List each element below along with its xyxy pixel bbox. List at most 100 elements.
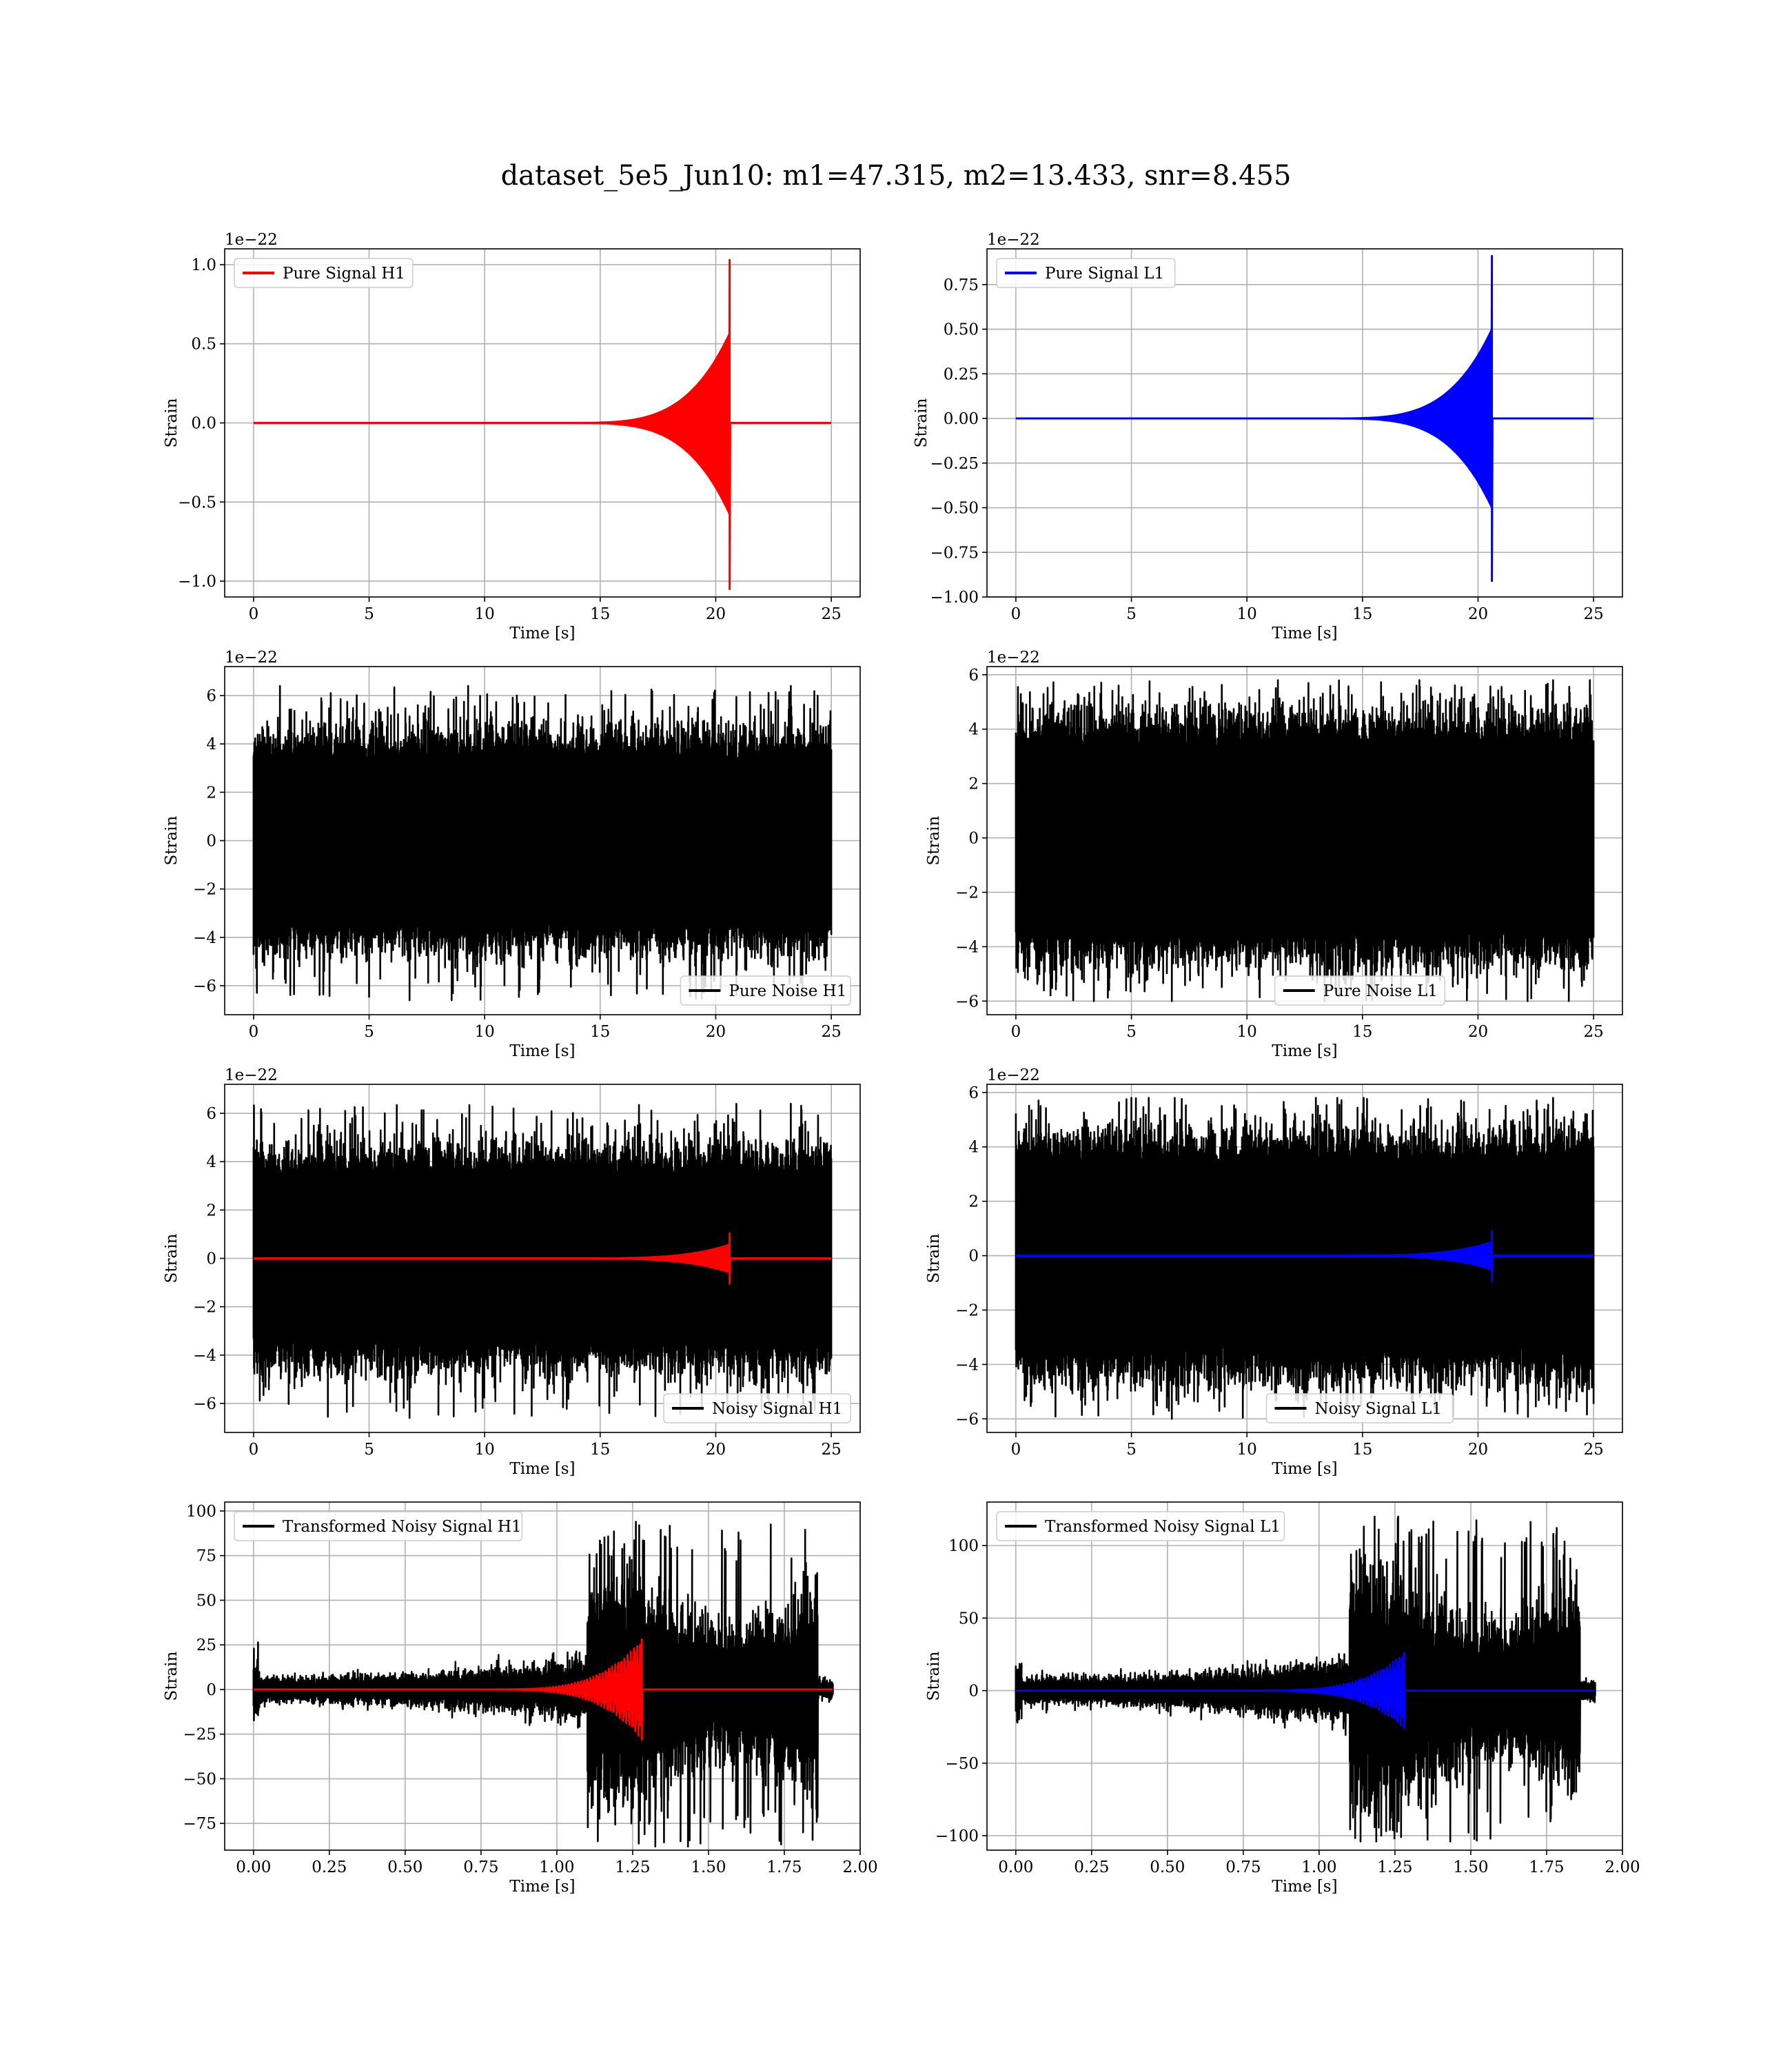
x-tick-label: 5 — [364, 605, 374, 623]
y-tick-label: −0.50 — [930, 500, 979, 518]
series-line-tchirp-overlay — [1015, 1652, 1596, 1730]
x-tick-label: 2.00 — [1605, 1858, 1640, 1876]
y-tick-label: 75 — [196, 1548, 216, 1565]
x-tick-label: 15 — [1352, 605, 1372, 623]
y-tick-label: −0.75 — [930, 544, 979, 562]
series-line-tchirp-overlay — [253, 1638, 833, 1741]
y-tick-label: 0 — [206, 1250, 216, 1268]
legend: Noisy Signal H1 — [663, 1393, 851, 1423]
x-tick-label: 20 — [1468, 1023, 1488, 1041]
x-tick-label: 20 — [1468, 1441, 1488, 1459]
legend: Transformed Noisy Signal L1 — [996, 1511, 1285, 1541]
series-group — [1015, 254, 1594, 582]
x-tick-label: 25 — [1583, 1023, 1603, 1041]
y-tick-label: 0 — [968, 830, 979, 848]
x-tick-label: 15 — [1352, 1023, 1372, 1041]
y-axis-label: Strain — [163, 1651, 181, 1701]
x-axis-label: Time [s] — [509, 625, 575, 642]
x-tick-label: 25 — [821, 605, 841, 623]
legend-label: Pure Noise H1 — [729, 982, 846, 1000]
legend-label: Pure Noise L1 — [1323, 982, 1438, 1000]
x-tick-label: 1.50 — [691, 1858, 726, 1876]
x-tick-label: 10 — [1237, 1023, 1257, 1041]
axes-frame — [224, 1501, 861, 1851]
x-tick-label: 0.25 — [312, 1858, 347, 1876]
y-offset-text: 1e−22 — [987, 1066, 1040, 1084]
series-group — [253, 258, 832, 590]
y-tick-label: 4 — [206, 736, 216, 753]
legend: Noisy Signal L1 — [1265, 1393, 1454, 1423]
legend-label: Noisy Signal H1 — [712, 1400, 842, 1418]
subplot-pure-signal-h1: 0 5 10 15 20 25 −1.0 −0.5 0.0 0.5 1.0 Time [s] Strai… — [163, 231, 861, 642]
x-tick-label: 20 — [1468, 605, 1488, 623]
subplot-pure-signal-l1: 0 5 10 15 20 25 −1.00 −0.75 −0.50 −0.25 0.00 0.25 0.… — [913, 231, 1623, 642]
y-tick-label: −6 — [955, 993, 979, 1011]
series-group — [1015, 1515, 1596, 1843]
y-tick-label: −6 — [955, 1410, 979, 1428]
y-tick-label: 25 — [196, 1636, 216, 1654]
x-axis-label: Time [s] — [509, 1042, 575, 1060]
axes-frame — [986, 1084, 1623, 1433]
y-tick-label: 4 — [968, 1139, 979, 1157]
y-tick-label: −50 — [945, 1755, 979, 1773]
series-group — [252, 1102, 833, 1419]
axes-frame — [986, 1501, 1623, 1851]
x-tick-label: 0.00 — [998, 1858, 1033, 1876]
series-line-chirp-overlay — [1015, 1230, 1594, 1281]
legend-box — [234, 258, 414, 288]
y-tick-label: 4 — [968, 721, 979, 739]
y-tick-label: 100 — [948, 1537, 979, 1555]
subplot-transformed-noisy-signal-h1: 0.00 0.25 0.50 0.75 1.00 1.25 1.50 1.75 2.00 −75 −… — [163, 1501, 878, 1896]
y-tick-label: −0.5 — [178, 494, 216, 511]
y-tick-label: −6 — [193, 1395, 216, 1413]
y-tick-label: 0.50 — [944, 321, 979, 339]
axes-frame — [986, 666, 1623, 1015]
x-tick-label: 0.75 — [463, 1858, 498, 1876]
y-axis-label: Strain — [163, 815, 181, 865]
y-tick-label: 2 — [968, 1193, 979, 1211]
x-tick-label: 0.50 — [387, 1858, 422, 1876]
x-tick-label: 20 — [706, 1441, 726, 1459]
y-tick-label: −6 — [193, 977, 216, 995]
y-tick-label: 100 — [186, 1503, 216, 1521]
y-tick-label: −1.0 — [178, 573, 216, 591]
x-axis-label: Time [s] — [509, 1460, 575, 1478]
x-tick-label: 5 — [1126, 1023, 1137, 1041]
legend-box — [996, 1511, 1285, 1541]
y-tick-label: −25 — [183, 1726, 216, 1744]
x-tick-label: 15 — [1352, 1441, 1372, 1459]
x-tick-label: 5 — [364, 1023, 374, 1041]
x-tick-label: 0.75 — [1225, 1858, 1261, 1876]
y-tick-label: −4 — [193, 929, 216, 947]
x-axis-label: Time [s] — [1272, 1878, 1337, 1896]
y-tick-label: 0.75 — [944, 276, 979, 294]
series-line-pure-noise-l1 — [1015, 679, 1595, 1002]
y-tick-label: −100 — [935, 1827, 979, 1845]
y-tick-label: −2 — [193, 881, 216, 899]
y-tick-label: −4 — [955, 938, 979, 956]
y-tick-label: 0.0 — [191, 415, 216, 433]
y-tick-label: −50 — [183, 1770, 216, 1788]
x-tick-label: 0 — [1011, 605, 1021, 623]
legend-label: Pure Signal H1 — [283, 265, 405, 283]
x-tick-label: 0 — [1011, 1023, 1021, 1041]
y-tick-label: 0.00 — [944, 410, 979, 428]
x-tick-label: 0 — [249, 1441, 259, 1459]
y-offset-text: 1e−22 — [225, 1066, 278, 1084]
x-tick-label: 1.75 — [766, 1858, 802, 1876]
series-line-pure-signal-l1 — [1015, 254, 1594, 582]
y-offset-text: 1e−22 — [225, 649, 278, 667]
legend-label: Pure Signal L1 — [1045, 265, 1164, 283]
x-tick-label: 1.25 — [615, 1858, 650, 1876]
x-tick-label: 1.25 — [1377, 1858, 1412, 1876]
y-tick-label: −75 — [183, 1815, 216, 1833]
x-tick-label: 2.00 — [842, 1858, 877, 1876]
x-tick-label: 0 — [249, 1023, 259, 1041]
y-tick-label: 0.5 — [191, 336, 216, 354]
y-tick-label: 4 — [206, 1153, 216, 1171]
series-line-pure-noise-h1 — [252, 685, 833, 1002]
y-tick-label: 0 — [206, 1681, 216, 1699]
x-tick-label: 15 — [590, 605, 610, 623]
x-tick-label: 10 — [475, 1023, 495, 1041]
y-axis-label: Strain — [163, 398, 181, 447]
